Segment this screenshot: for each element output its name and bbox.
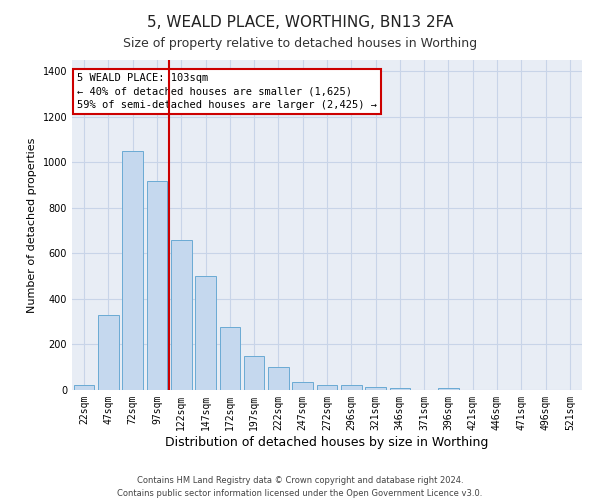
- Bar: [122, 151, 143, 390]
- Bar: [98, 315, 119, 390]
- Bar: [341, 386, 362, 390]
- Text: 5, WEALD PLACE, WORTHING, BN13 2FA: 5, WEALD PLACE, WORTHING, BN13 2FA: [147, 15, 453, 30]
- Y-axis label: Number of detached properties: Number of detached properties: [27, 138, 37, 312]
- Bar: [195, 276, 216, 390]
- Bar: [365, 386, 386, 390]
- Text: Size of property relative to detached houses in Worthing: Size of property relative to detached ho…: [123, 38, 477, 51]
- Bar: [268, 367, 289, 390]
- Bar: [244, 356, 265, 390]
- Text: Contains HM Land Registry data © Crown copyright and database right 2024.
Contai: Contains HM Land Registry data © Crown c…: [118, 476, 482, 498]
- Bar: [317, 386, 337, 390]
- Bar: [438, 388, 459, 390]
- Text: 5 WEALD PLACE: 103sqm
← 40% of detached houses are smaller (1,625)
59% of semi-d: 5 WEALD PLACE: 103sqm ← 40% of detached …: [77, 73, 377, 110]
- X-axis label: Distribution of detached houses by size in Worthing: Distribution of detached houses by size …: [166, 436, 488, 448]
- Bar: [220, 328, 240, 390]
- Bar: [292, 382, 313, 390]
- Bar: [146, 180, 167, 390]
- Bar: [171, 240, 191, 390]
- Bar: [74, 386, 94, 390]
- Bar: [389, 388, 410, 390]
